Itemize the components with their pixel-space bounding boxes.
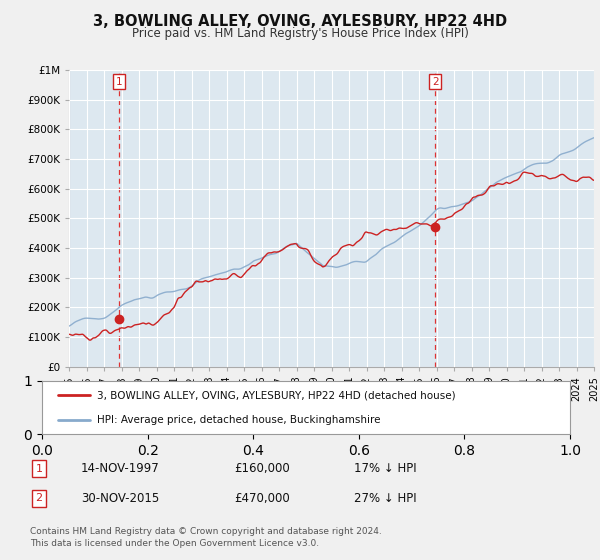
Text: 3, BOWLING ALLEY, OVING, AYLESBURY, HP22 4HD: 3, BOWLING ALLEY, OVING, AYLESBURY, HP22…: [93, 14, 507, 29]
Text: 27% ↓ HPI: 27% ↓ HPI: [354, 492, 416, 505]
Text: HPI: Average price, detached house, Buckinghamshire: HPI: Average price, detached house, Buck…: [97, 414, 381, 424]
Text: 2: 2: [35, 493, 43, 503]
Text: 14-NOV-1997: 14-NOV-1997: [81, 462, 160, 475]
Text: 17% ↓ HPI: 17% ↓ HPI: [354, 462, 416, 475]
Text: 1: 1: [35, 464, 43, 474]
Text: 1: 1: [116, 77, 122, 87]
Text: 2: 2: [432, 77, 439, 87]
Text: £470,000: £470,000: [234, 492, 290, 505]
Text: Price paid vs. HM Land Registry's House Price Index (HPI): Price paid vs. HM Land Registry's House …: [131, 27, 469, 40]
Text: 30-NOV-2015: 30-NOV-2015: [81, 492, 159, 505]
Text: £160,000: £160,000: [234, 462, 290, 475]
Text: 3, BOWLING ALLEY, OVING, AYLESBURY, HP22 4HD (detached house): 3, BOWLING ALLEY, OVING, AYLESBURY, HP22…: [97, 390, 456, 400]
Text: Contains HM Land Registry data © Crown copyright and database right 2024.: Contains HM Land Registry data © Crown c…: [30, 528, 382, 536]
Text: This data is licensed under the Open Government Licence v3.0.: This data is licensed under the Open Gov…: [30, 539, 319, 548]
